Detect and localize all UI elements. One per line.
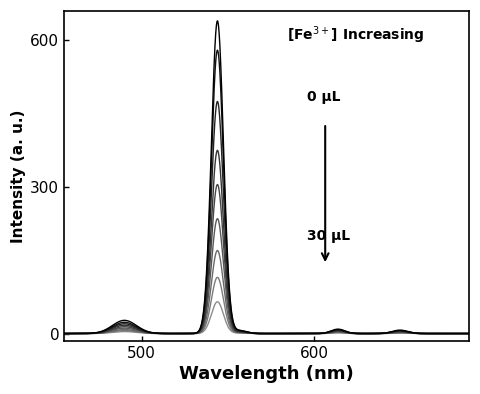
Text: [Fe$^{3+}$] Increasing: [Fe$^{3+}$] Increasing	[287, 24, 424, 46]
Y-axis label: Intensity (a. u.): Intensity (a. u.)	[11, 109, 26, 243]
Text: 30 μL: 30 μL	[307, 229, 350, 243]
Text: 0 μL: 0 μL	[307, 90, 340, 104]
X-axis label: Wavelength (nm): Wavelength (nm)	[179, 365, 354, 383]
